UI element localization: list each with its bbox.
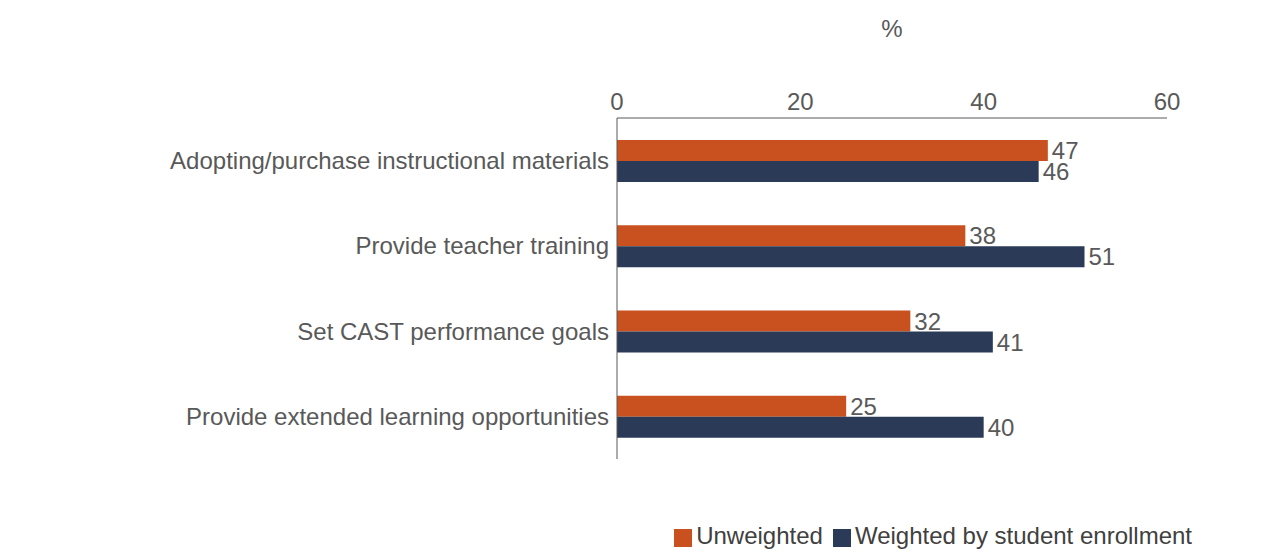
svg-text:40: 40 xyxy=(970,88,997,115)
svg-text:38: 38 xyxy=(969,222,996,249)
svg-text:0: 0 xyxy=(610,88,623,115)
svg-text:20: 20 xyxy=(787,88,814,115)
svg-text:32: 32 xyxy=(914,308,941,335)
svg-text:Provide extended learning oppo: Provide extended learning opportunities xyxy=(186,403,609,430)
svg-text:Provide teacher training: Provide teacher training xyxy=(356,232,609,259)
svg-text:46: 46 xyxy=(1043,158,1070,185)
svg-text:51: 51 xyxy=(1089,243,1116,270)
svg-text:41: 41 xyxy=(997,329,1024,356)
svg-text:25: 25 xyxy=(850,393,877,420)
svg-text:47: 47 xyxy=(1051,137,1079,164)
svg-text:40: 40 xyxy=(988,414,1015,441)
html-text:Weighted by student enrollment: Weighted by student enrollment xyxy=(854,522,1192,549)
svg-text:%: % xyxy=(881,15,902,42)
svg-text:60: 60 xyxy=(1154,88,1181,115)
svg-text:Adopting/purchase instructiona: Adopting/purchase instructional material… xyxy=(170,147,609,174)
html-text:Unweighted: Unweighted xyxy=(696,522,823,549)
svg-text:Set CAST performance goals: Set CAST performance goals xyxy=(297,318,609,345)
